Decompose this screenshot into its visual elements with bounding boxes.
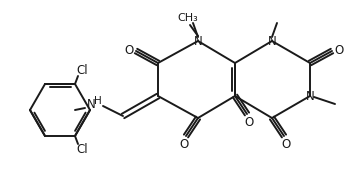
Text: O: O [281,138,291,151]
Text: H: H [94,96,102,106]
Text: CH₃: CH₃ [178,13,198,23]
Text: N: N [306,90,314,103]
Text: N: N [268,35,276,48]
Text: N: N [87,97,95,111]
Text: Cl: Cl [76,143,88,156]
Text: Cl: Cl [76,64,88,77]
Text: O: O [124,44,134,57]
Text: O: O [334,44,344,57]
Text: N: N [194,35,202,48]
Text: O: O [245,116,253,129]
Text: O: O [179,138,189,151]
